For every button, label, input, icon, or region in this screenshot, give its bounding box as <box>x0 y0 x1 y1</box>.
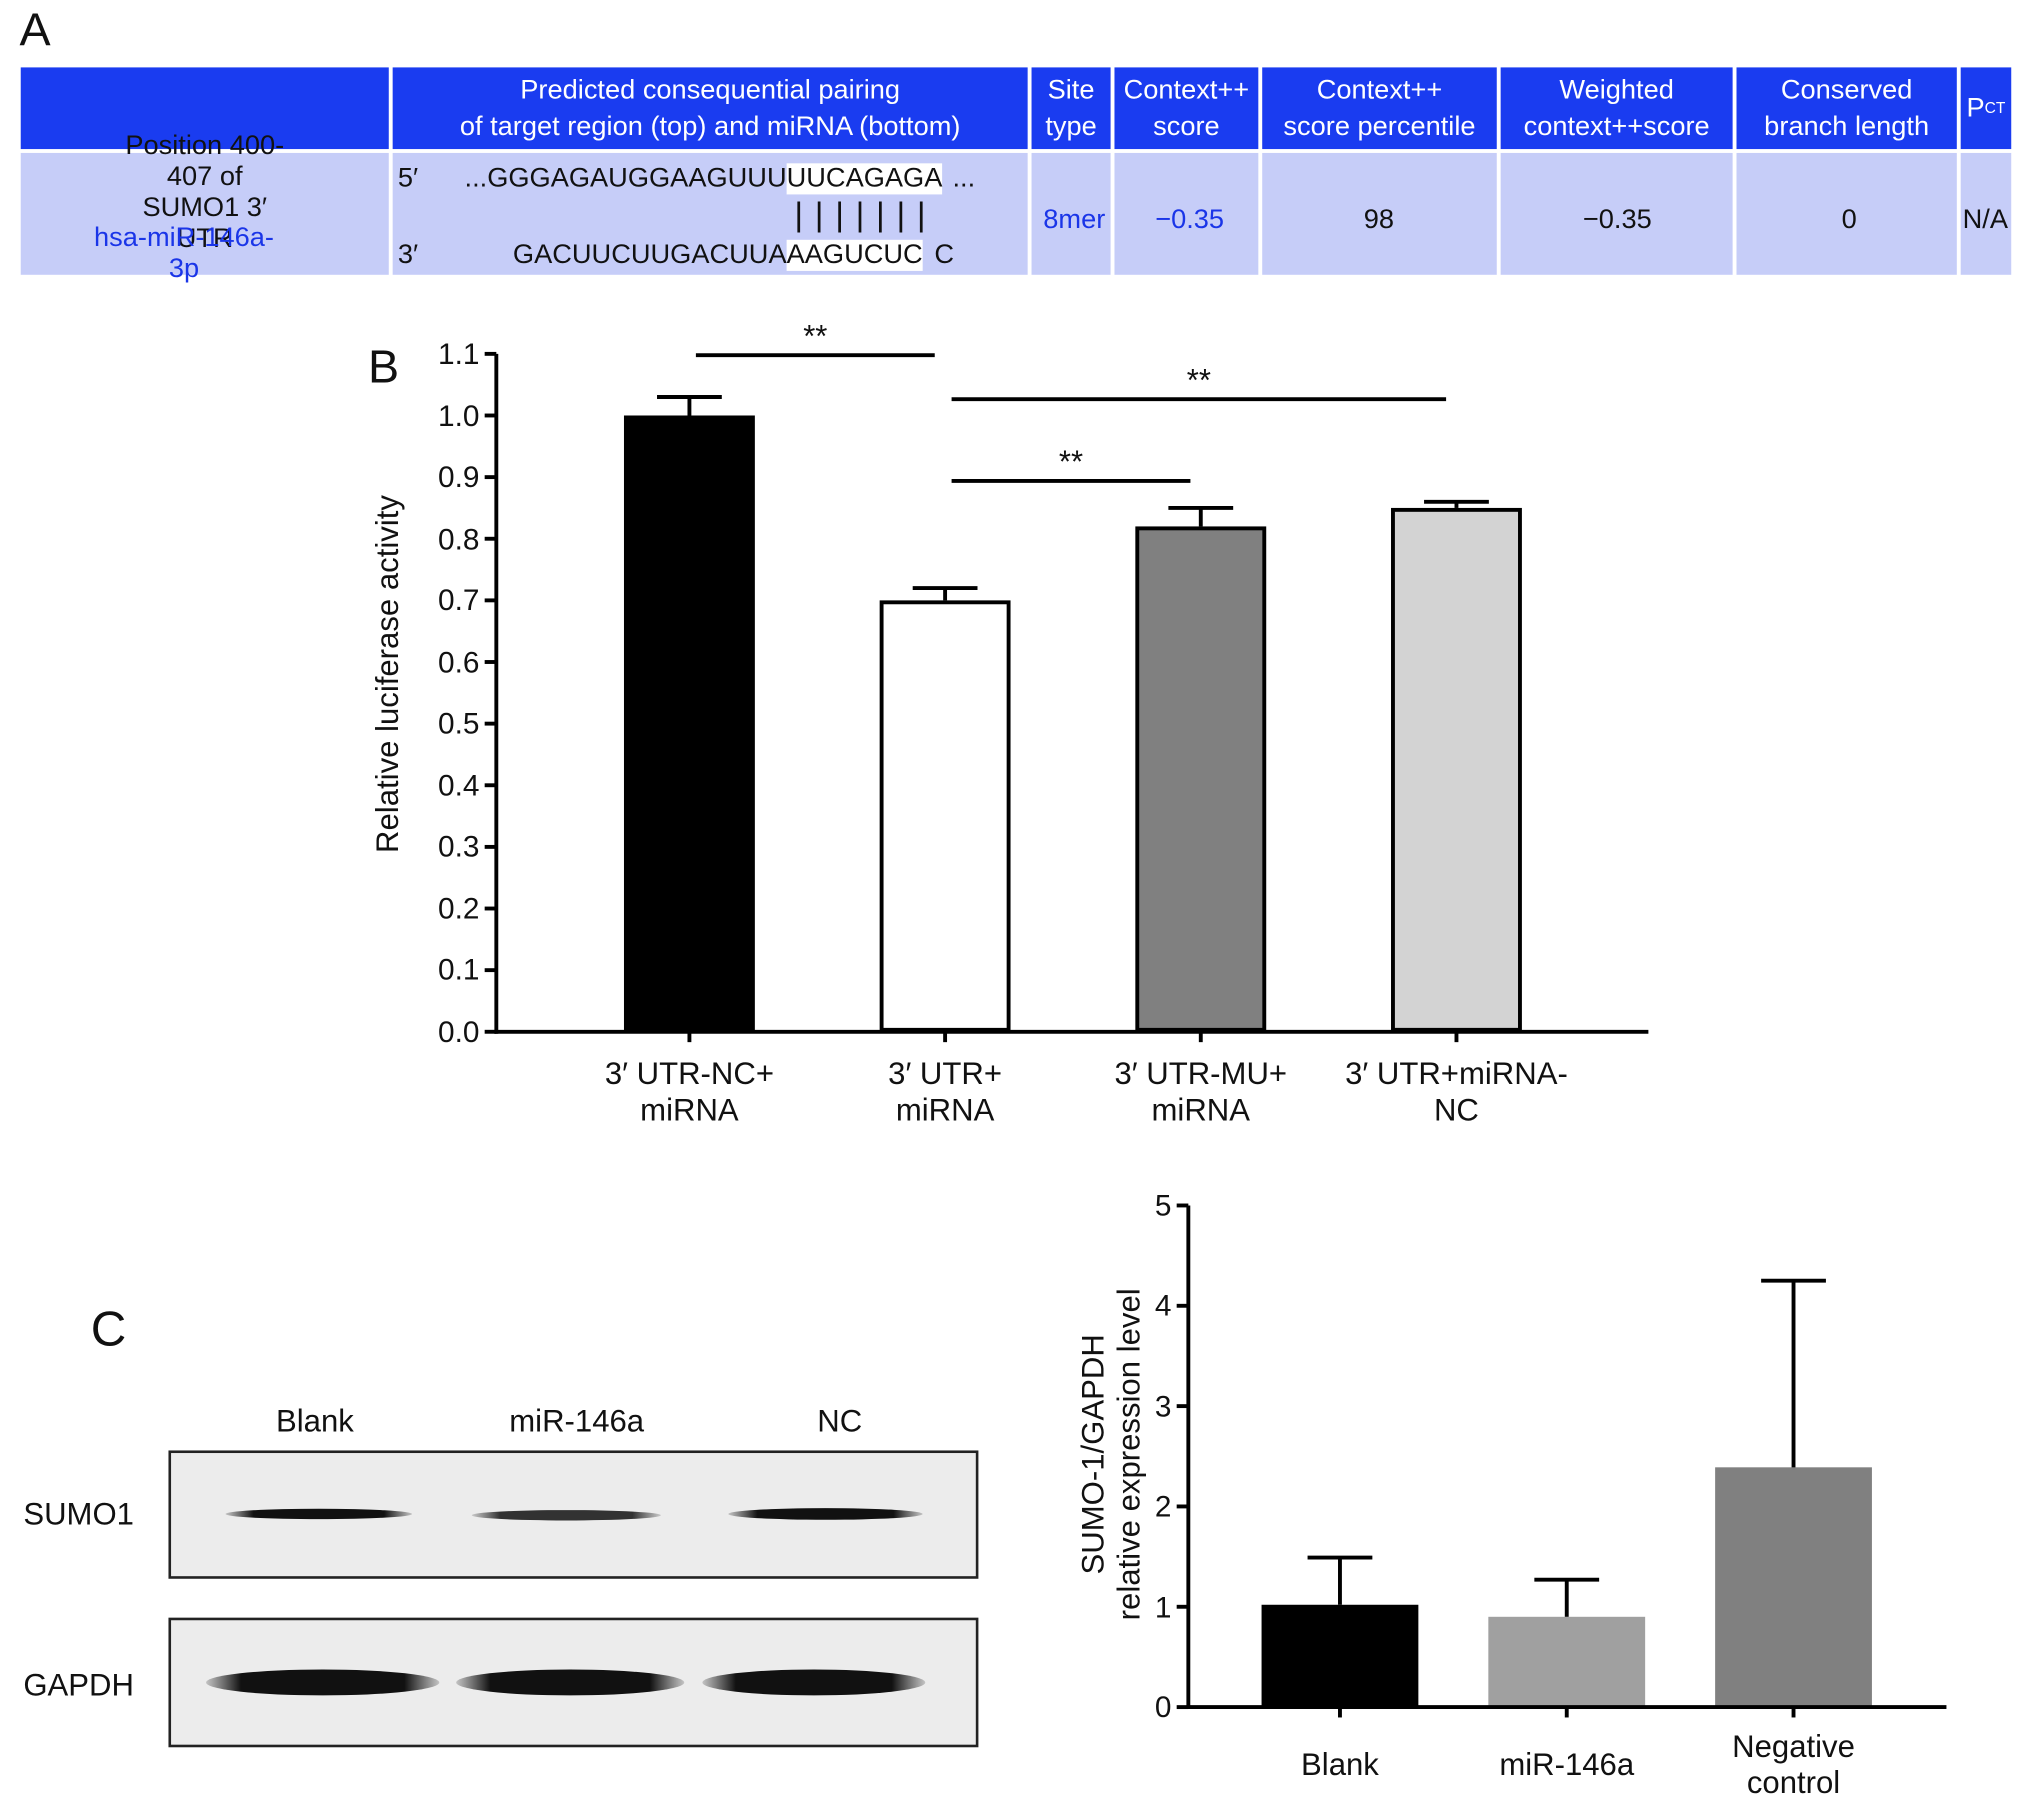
y-tick-label: 4 <box>1154 1288 1172 1323</box>
panel-label: C <box>90 1302 127 1358</box>
bar <box>1488 1616 1646 1708</box>
row-cell: 8mer <box>1031 152 1111 275</box>
y-tick-label: 0.3 <box>438 829 480 864</box>
header-cell: Conserved branch length <box>1736 67 1957 150</box>
header-cell: P CT <box>1960 67 2012 150</box>
y-tick-label: 0.9 <box>438 459 480 494</box>
blot-band <box>702 1669 926 1696</box>
y-tick-label: 0.4 <box>438 768 480 802</box>
header-cell: Predicted consequential pairing of targe… <box>392 67 1028 150</box>
strand-end: 5′ <box>397 163 419 194</box>
y-axis-title: SUMO-1/GAPDH relative expression level <box>1076 1288 1147 1621</box>
header-text: P <box>1966 93 1985 123</box>
x-tick-label: 3′ UTR-MU+ miRNA <box>1114 1056 1288 1128</box>
row-cell: N/A <box>1960 152 2012 275</box>
strand-end: 3′ <box>397 239 419 270</box>
bar <box>1391 507 1522 1032</box>
seed-sequence: UUCAGAGA <box>786 163 943 195</box>
bar <box>623 415 755 1032</box>
cell-text: 0 <box>1841 204 1857 235</box>
header-cell: Context++ score percentile <box>1262 67 1497 150</box>
sequence: C <box>934 239 955 270</box>
x-tick-label: 3′ UTR-NC+ miRNA <box>604 1056 774 1128</box>
row-cell: 0 <box>1736 152 1957 275</box>
blot-band <box>206 1669 440 1696</box>
y-tick-label: 5 <box>1154 1188 1172 1223</box>
cell-text: 8mer <box>1043 204 1106 235</box>
y-tick-label: 0.8 <box>438 521 480 556</box>
y-tick-label: 0.2 <box>438 891 480 926</box>
header-cell: Weighted context++score <box>1500 67 1733 150</box>
panel-label: A <box>19 2 51 56</box>
row-cell: 98 <box>1262 152 1497 275</box>
site-text: Position 400-407 of SUMO1 3′ UTR <box>125 130 285 255</box>
panel-label: B <box>368 339 400 393</box>
cell-text: −0.35 <box>1582 204 1652 235</box>
header-cell: Context++ score <box>1114 67 1259 150</box>
significance-label: ** <box>803 319 828 355</box>
blot-band <box>471 1510 661 1521</box>
y-axis-title: Relative luciferase activity <box>370 495 406 853</box>
y-tick-label: 0.5 <box>438 706 480 741</box>
protein-label: GAPDH <box>23 1668 134 1704</box>
lane-label: miR-146a <box>509 1404 645 1440</box>
blot-band <box>456 1669 685 1696</box>
significance-label: ** <box>1058 444 1084 480</box>
row-cell: Position 400-407 of SUMO1 3′ UTR hsa-miR… <box>20 131 389 284</box>
header-cell: Site type <box>1031 67 1111 150</box>
seed-sequence: AAGUCUC <box>786 239 923 271</box>
row-cell: −0.35 <box>1500 152 1733 275</box>
y-tick-label: 0.7 <box>438 583 480 617</box>
y-tick-label: 0.0 <box>438 1014 480 1049</box>
y-tick-label: 0.1 <box>438 953 480 987</box>
row-cell: 5′ ...GGGAGAUGGAAGUUU UUCAGAGA ... |||||… <box>392 152 1028 275</box>
lane-label: NC <box>817 1404 863 1440</box>
header-cell <box>20 67 389 150</box>
y-tick-label: 0.6 <box>438 644 480 679</box>
mirna-name: hsa-miR-146a-3p <box>94 222 275 284</box>
bar <box>1261 1604 1419 1708</box>
pairing-bonds: ||||||| <box>794 194 938 234</box>
bar <box>1135 526 1267 1032</box>
cell-text: −0.35 <box>1155 204 1225 235</box>
y-tick-label: 1 <box>1154 1589 1172 1624</box>
x-tick-label: Blank <box>1301 1747 1379 1783</box>
x-tick-label: 3′ UTR+ miRNA <box>888 1056 1003 1128</box>
y-tick-label: 3 <box>1154 1388 1172 1423</box>
x-tick-label: Negative control <box>1732 1729 1855 1801</box>
row-cell: −0.35 <box>1114 152 1259 275</box>
y-tick-label: 1.0 <box>438 398 480 433</box>
y-tick-label: 1.1 <box>438 336 480 371</box>
significance-label: ** <box>1186 363 1211 399</box>
blot-band <box>225 1508 413 1520</box>
y-tick-label: 2 <box>1154 1489 1172 1523</box>
header-subscript: CT <box>1984 98 2006 117</box>
x-tick-label: miR-146a <box>1499 1747 1635 1783</box>
x-tick-label: 3′ UTR+miRNA- NC <box>1345 1056 1568 1128</box>
sequence: ...GGGAGAUGGAAGUUU <box>464 163 787 194</box>
lane-label: Blank <box>275 1404 354 1440</box>
bar <box>879 600 1011 1032</box>
protein-label: SUMO1 <box>23 1497 134 1533</box>
bar <box>1715 1467 1872 1708</box>
y-tick-label: 0 <box>1154 1689 1172 1724</box>
sequence: GACUUCUUGACUUA <box>512 239 787 270</box>
blot-band <box>728 1508 923 1520</box>
cell-text: N/A <box>1962 204 2009 235</box>
sequence: ... <box>952 163 976 194</box>
cell-text: 98 <box>1363 204 1394 235</box>
